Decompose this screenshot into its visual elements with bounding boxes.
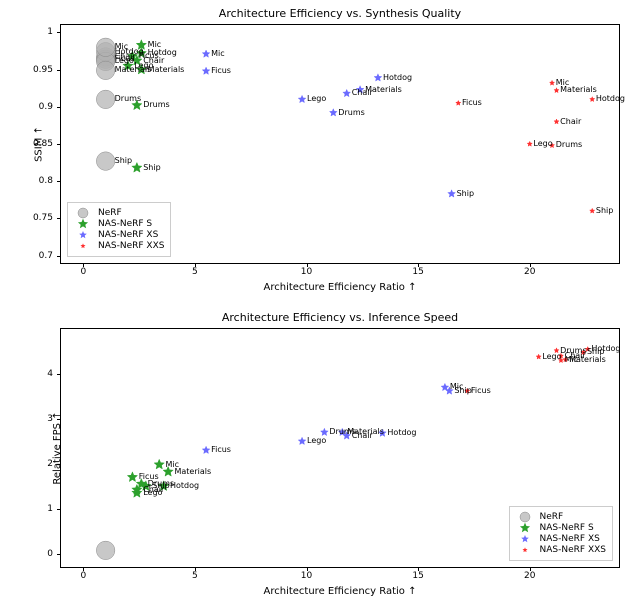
ytick-label: 0.75 xyxy=(33,213,53,223)
xtick-label: 0 xyxy=(80,571,86,581)
bottom-chart-title: Architecture Efficiency vs. Inference Sp… xyxy=(61,311,619,324)
legend-entry: NAS-NeRF S xyxy=(74,219,164,229)
xtick-label: 0 xyxy=(80,267,86,277)
top-chart-xlabel: Architecture Efficiency Ratio ↑ xyxy=(61,282,619,293)
legend-label: NAS-NeRF XXS xyxy=(540,545,606,555)
legend-swatch-icon xyxy=(516,534,534,544)
bottom-chart-xlabel: Architecture Efficiency Ratio ↑ xyxy=(61,586,619,597)
legend-swatch-icon xyxy=(74,230,92,240)
ytick-label: 3 xyxy=(47,414,53,424)
legend-entry: NAS-NeRF S xyxy=(516,523,606,533)
xtick-label: 15 xyxy=(412,571,423,581)
ytick-label: 0.85 xyxy=(33,139,53,149)
ytick-label: 1 xyxy=(47,27,53,37)
legend-entry: NeRF xyxy=(74,208,164,218)
xtick-label: 20 xyxy=(524,571,535,581)
figure: Architecture Efficiency vs. Synthesis Qu… xyxy=(0,0,640,610)
ytick-label: 2 xyxy=(47,459,53,469)
legend-swatch-icon xyxy=(516,545,534,555)
ytick-label: 0.7 xyxy=(39,251,53,261)
bottom-chart-panel: Architecture Efficiency vs. Inference Sp… xyxy=(60,328,620,568)
bottom-chart-legend: NeRFNAS-NeRF SNAS-NeRF XSNAS-NeRF XXS xyxy=(509,506,613,561)
xtick-label: 15 xyxy=(412,267,423,277)
legend-swatch-icon xyxy=(74,208,92,218)
legend-label: NeRF xyxy=(540,512,564,522)
legend-swatch-icon xyxy=(74,241,92,251)
legend-swatch-icon xyxy=(74,219,92,229)
ytick-label: 1 xyxy=(47,504,53,514)
legend-label: NAS-NeRF S xyxy=(540,523,594,533)
ytick-label: 0.9 xyxy=(39,102,53,112)
xtick-label: 5 xyxy=(192,267,198,277)
ytick-label: 4 xyxy=(47,369,53,379)
ytick-label: 0 xyxy=(47,549,53,559)
legend-label: NAS-NeRF XXS xyxy=(98,241,164,251)
legend-swatch-icon xyxy=(516,523,534,533)
ytick-label: 0.95 xyxy=(33,65,53,75)
legend-entry: NAS-NeRF XXS xyxy=(516,545,606,555)
legend-entry: NAS-NeRF XS xyxy=(74,230,164,240)
legend-entry: NAS-NeRF XS xyxy=(516,534,606,544)
xtick-label: 20 xyxy=(524,267,535,277)
legend-label: NeRF xyxy=(98,208,122,218)
ytick-label: 0.8 xyxy=(39,176,53,186)
legend-label: NAS-NeRF XS xyxy=(98,230,158,240)
top-chart-title: Architecture Efficiency vs. Synthesis Qu… xyxy=(61,7,619,20)
legend-entry: NAS-NeRF XXS xyxy=(74,241,164,251)
legend-label: NAS-NeRF S xyxy=(98,219,152,229)
xtick-label: 5 xyxy=(192,571,198,581)
top-chart-legend: NeRFNAS-NeRF SNAS-NeRF XSNAS-NeRF XXS xyxy=(67,202,171,257)
top-chart-panel: Architecture Efficiency vs. Synthesis Qu… xyxy=(60,24,620,264)
xtick-label: 10 xyxy=(301,267,312,277)
xtick-label: 10 xyxy=(301,571,312,581)
legend-label: NAS-NeRF XS xyxy=(540,534,600,544)
legend-entry: NeRF xyxy=(516,512,606,522)
legend-swatch-icon xyxy=(516,512,534,522)
